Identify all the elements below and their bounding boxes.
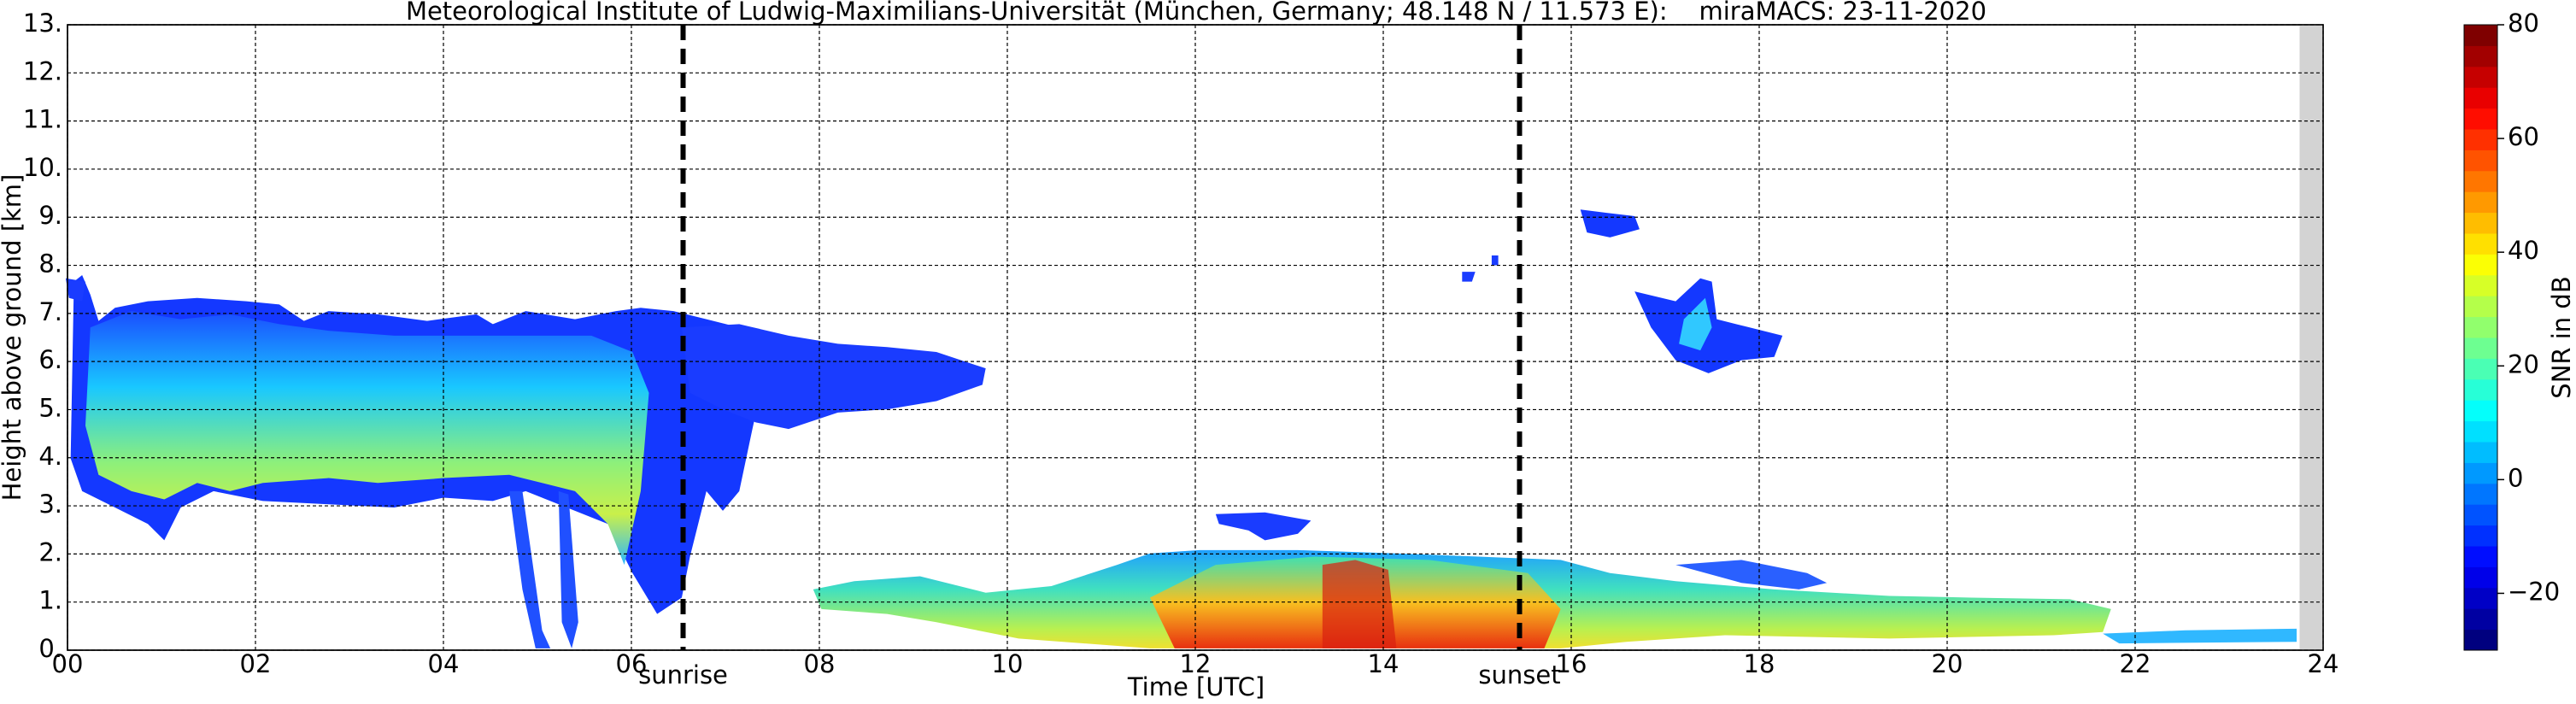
colorbar-step (2464, 296, 2497, 318)
colorbar-step (2464, 66, 2497, 88)
colorbar-step (2464, 170, 2497, 192)
y-tick-label: 12. (23, 56, 62, 85)
colorbar-step (2464, 566, 2497, 589)
colorbar-step (2464, 608, 2497, 631)
event-label: sunrise (638, 660, 728, 689)
x-tick-label: 00 (52, 649, 84, 678)
y-tick-label: 4. (38, 442, 62, 471)
echo (681, 324, 986, 430)
colorbar-step (2464, 316, 2497, 338)
y-tick-label: 1. (38, 586, 62, 615)
colorbar-tick-label: 40 (2508, 236, 2539, 265)
colorbar-step (2464, 254, 2497, 276)
x-tick-label: 10 (992, 649, 1024, 678)
x-tick-label: 08 (804, 649, 836, 678)
x-tick-label: 12 (1180, 649, 1212, 678)
colorbar-step (2464, 87, 2497, 109)
colorbar-step (2464, 504, 2497, 526)
y-tick-label: 11. (23, 105, 62, 134)
echo (1322, 560, 1397, 648)
colorbar-step (2464, 45, 2497, 67)
colorbar-step (2464, 191, 2497, 214)
x-tick-label: 14 (1368, 649, 1399, 678)
y-tick-label: 8. (38, 249, 62, 279)
y-tick-label: 2. (38, 537, 62, 566)
echo (1679, 297, 1712, 351)
echo (1215, 512, 1311, 541)
colorbar-step (2464, 25, 2497, 46)
colorbar-step (2464, 629, 2497, 651)
colorbar-step (2464, 483, 2497, 505)
x-tick-label: 20 (1932, 649, 1963, 678)
x-tick-label: 04 (428, 649, 460, 678)
colorbar-tick-label: 0 (2508, 463, 2523, 492)
colorbar-step (2464, 587, 2497, 609)
colorbar-step (2464, 129, 2497, 150)
colorbar-tick-label: −20 (2508, 577, 2560, 606)
x-tick-label: 22 (2120, 649, 2151, 678)
colorbar-step (2464, 150, 2497, 172)
echo (1580, 209, 1640, 238)
colorbar-step (2464, 233, 2497, 255)
x-tick-label: 06 (616, 649, 648, 678)
x-tick-label: 24 (2308, 649, 2339, 678)
y-tick-label: 0. (38, 634, 62, 663)
colorbar-step (2464, 442, 2497, 463)
colorbar-step (2464, 420, 2497, 443)
x-tick-label: 16 (1556, 649, 1587, 678)
echo (509, 490, 578, 648)
echo (2103, 628, 2297, 644)
chart-title: Meteorological Institute of Ludwig-Maxim… (406, 0, 1986, 26)
x-axis-label: Time [UTC] (1127, 672, 1265, 701)
colorbar-tick-label: 80 (2508, 9, 2539, 38)
colorbar-tick-label: 60 (2508, 122, 2539, 151)
colorbar-step (2464, 462, 2497, 484)
colorbar-step (2464, 525, 2497, 547)
y-tick-label: 3. (38, 490, 62, 519)
y-tick-label: 9. (38, 201, 62, 230)
colorbar-label: SNR in dB (2547, 276, 2576, 398)
colorbar-step (2464, 400, 2497, 422)
colorbar-step (2464, 274, 2497, 296)
colorbar-step (2464, 378, 2497, 401)
y-tick-label: 6. (38, 345, 62, 374)
colorbar-step (2464, 212, 2497, 234)
no-data-band (2299, 25, 2323, 650)
x-tick-label: 02 (240, 649, 272, 678)
colorbar-step (2464, 546, 2497, 567)
x-tick-label: 18 (1744, 649, 1775, 678)
y-tick-label: 7. (38, 297, 62, 326)
y-tick-label: 5. (38, 393, 62, 422)
y-tick-label: 10. (23, 153, 62, 182)
y-tick-label: 13. (23, 9, 62, 38)
colorbar-step (2464, 108, 2497, 130)
colorbar-frame (2463, 24, 2498, 651)
colorbar-step (2464, 337, 2497, 359)
colorbar-tick-label: 20 (2508, 349, 2539, 378)
event-label: sunset (1478, 660, 1560, 689)
echo (85, 311, 649, 566)
y-axis-label: Height above ground [km] (0, 174, 26, 502)
echo (1675, 560, 1828, 590)
plot-frame (67, 24, 2324, 651)
colorbar-step (2464, 358, 2497, 380)
